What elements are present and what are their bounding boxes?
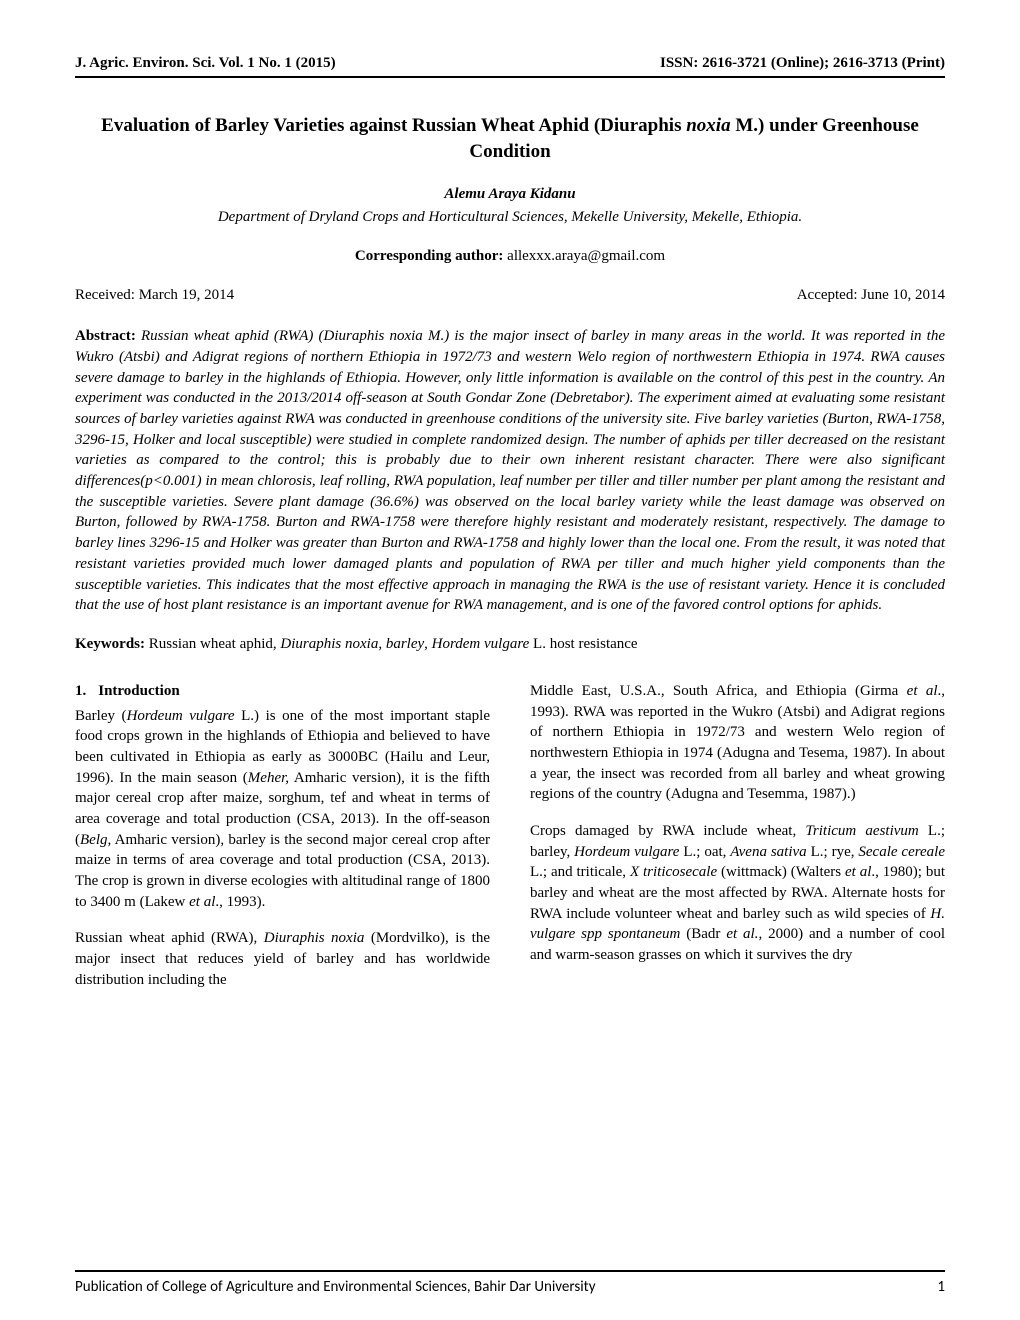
- footer-left: Publication of College of Agriculture an…: [75, 1278, 596, 1296]
- keywords-v1: Russian wheat aphid,: [149, 636, 281, 652]
- p4-f: Avena sativa: [730, 844, 806, 860]
- keywords-v5: L. host resistance: [529, 636, 637, 652]
- intro-heading-text: Introduction: [98, 683, 179, 699]
- keywords: Keywords: Russian wheat aphid, Diuraphis…: [75, 636, 945, 653]
- title-part1: Evaluation of Barley Varieties against R…: [101, 115, 686, 136]
- keywords-v2: Diuraphis noxia, barley: [280, 636, 424, 652]
- p1-g: Amharic version), barley is the second m…: [75, 832, 490, 910]
- p4-p: et al.: [726, 926, 758, 942]
- paper-title: Evaluation of Barley Varieties against R…: [100, 113, 920, 164]
- p4-d: Hordeum vulgare: [574, 844, 679, 860]
- p4-k: (wittmack) (Walters: [717, 864, 845, 880]
- author-affiliation: Department of Dryland Crops and Horticul…: [75, 209, 945, 226]
- keywords-v3: ,: [424, 636, 432, 652]
- header-rule: [75, 76, 945, 78]
- p4-l: et al: [845, 864, 871, 880]
- p4-b: Triticum aestivum: [805, 823, 918, 839]
- page-footer: Publication of College of Agriculture an…: [75, 1278, 945, 1296]
- p3-c: ., 1993). RWA was reported in the Wukro …: [530, 683, 945, 802]
- title-italic: noxia: [686, 115, 730, 136]
- p1-b: Hordeum vulgare: [127, 708, 235, 724]
- intro-p2: Russian wheat aphid (RWA), Diuraphis nox…: [75, 928, 490, 990]
- corresponding-email: allexxx.araya@gmail.com: [507, 248, 665, 264]
- p1-d: Meher,: [248, 770, 289, 786]
- abstract: Abstract: Russian wheat aphid (RWA) (Diu…: [75, 326, 945, 616]
- p4-h: Secale cereale: [858, 844, 945, 860]
- left-column: 1. Introduction Barley (Hordeum vulgare L…: [75, 681, 490, 1007]
- abstract-label: Abstract:: [75, 328, 141, 344]
- footer-page-number: 1: [937, 1278, 945, 1296]
- corresponding-author: Corresponding author: allexxx.araya@gmai…: [75, 248, 945, 265]
- p1-a: Barley (: [75, 708, 127, 724]
- body-columns: 1.Introduction Barley (Hordeum vulgare L…: [75, 681, 945, 1007]
- intro-heading: 1. Introduction: [75, 681, 490, 702]
- journal-header-left: J. Agric. Environ. Sci. Vol. 1 No. 1 (20…: [75, 55, 336, 72]
- p1-h: et al: [189, 894, 215, 910]
- p4-a: Crops damaged by RWA include wheat,: [530, 823, 805, 839]
- p1-f: Belg,: [80, 832, 111, 848]
- p4-e: L.; oat,: [679, 844, 730, 860]
- author-name: Alemu Araya Kidanu: [75, 186, 945, 203]
- intro-p3: Middle East, U.S.A., South Africa, and E…: [530, 681, 945, 805]
- p1-i: ., 1993).: [215, 894, 265, 910]
- received-date: Received: March 19, 2014: [75, 287, 234, 304]
- accepted-date: Accepted: June 10, 2014: [797, 287, 945, 304]
- p4-g: L.; rye,: [807, 844, 859, 860]
- corresponding-label: Corresponding author:: [355, 248, 507, 264]
- p3-b: et al: [907, 683, 938, 699]
- keywords-label: Keywords:: [75, 636, 149, 652]
- dates-row: Received: March 19, 2014 Accepted: June …: [75, 287, 945, 304]
- intro-num: 1.: [75, 683, 86, 699]
- p4-i: L.; and triticale,: [530, 864, 630, 880]
- journal-header-right: ISSN: 2616-3721 (Online); 2616-3713 (Pri…: [660, 55, 945, 72]
- p2-a: Russian wheat aphid (RWA),: [75, 930, 264, 946]
- intro-p4: Crops damaged by RWA include wheat, Trit…: [530, 821, 945, 966]
- journal-header: J. Agric. Environ. Sci. Vol. 1 No. 1 (20…: [75, 55, 945, 72]
- intro-p1: Barley (Hordeum vulgare L.) is one of th…: [75, 706, 490, 913]
- p3-a: Middle East, U.S.A., South Africa, and E…: [530, 683, 907, 699]
- p4-j: X triticosecale: [630, 864, 717, 880]
- keywords-v4: Hordem vulgare: [432, 636, 530, 652]
- p4-o: (Badr: [680, 926, 726, 942]
- p2-b: Diuraphis noxia: [264, 930, 365, 946]
- footer-rule: [75, 1270, 945, 1272]
- abstract-body: Russian wheat aphid (RWA) (Diuraphis nox…: [75, 328, 945, 613]
- right-column: Middle East, U.S.A., South Africa, and E…: [530, 681, 945, 1007]
